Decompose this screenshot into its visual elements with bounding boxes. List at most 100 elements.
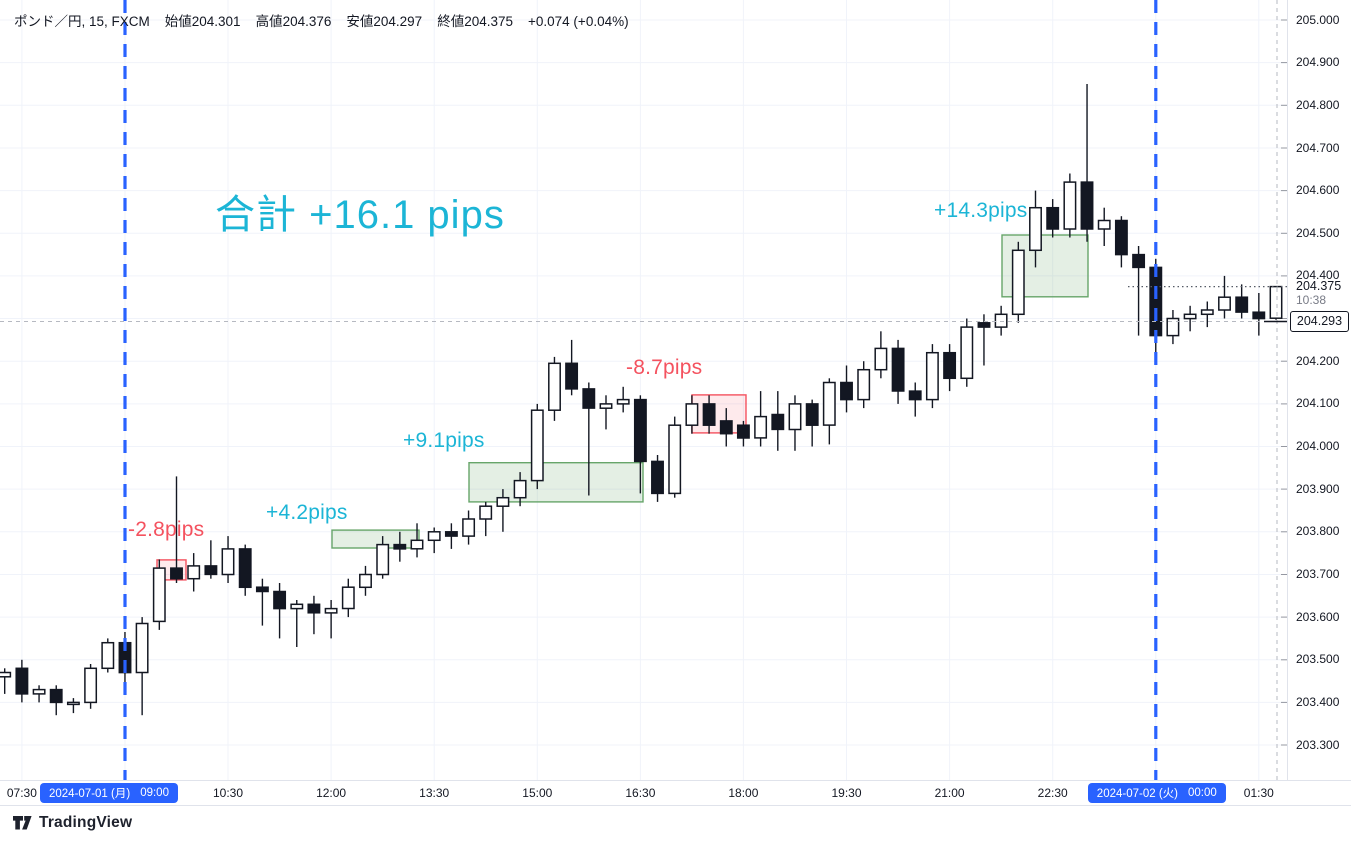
candle-body bbox=[273, 590, 287, 610]
candle-body bbox=[152, 567, 166, 623]
candle-body bbox=[1252, 311, 1266, 320]
price-axis-label: 204.600 bbox=[1296, 183, 1340, 198]
candle-body bbox=[307, 603, 321, 614]
price-axis-label: 203.500 bbox=[1296, 652, 1340, 667]
candle-body bbox=[393, 543, 407, 550]
price-axis-label: 204.700 bbox=[1296, 140, 1340, 155]
candle-body bbox=[204, 565, 218, 576]
candle-body bbox=[1080, 181, 1094, 230]
time-axis-label: 10:30 bbox=[212, 786, 244, 800]
candle-body bbox=[427, 531, 441, 542]
trade-zone-box[interactable] bbox=[468, 462, 644, 503]
candle-body bbox=[359, 573, 372, 589]
badge-time: 09:00 bbox=[140, 787, 169, 799]
ohlc-close: 終値204.375 bbox=[437, 14, 513, 29]
candlestick-canvas bbox=[0, 0, 1287, 780]
time-axis-label: 15:00 bbox=[522, 786, 553, 800]
candle-body bbox=[788, 403, 802, 431]
candle-body bbox=[15, 667, 29, 695]
pips-annotation[interactable]: +9.1pips bbox=[403, 429, 485, 452]
tradingview-logo[interactable]: TradingView bbox=[13, 814, 132, 832]
candle-body bbox=[221, 548, 235, 576]
candle-body bbox=[462, 518, 476, 537]
candle-body bbox=[290, 603, 304, 610]
candle-body bbox=[925, 351, 939, 401]
candle-body bbox=[1269, 285, 1283, 319]
time-axis-label: 16:30 bbox=[625, 786, 656, 800]
candle-body bbox=[651, 460, 664, 495]
close-value: 204.375 bbox=[464, 14, 514, 29]
candle-body bbox=[616, 398, 630, 405]
candle-body bbox=[754, 415, 768, 439]
price-axis-label: 204.100 bbox=[1296, 396, 1340, 411]
price-axis-label: 204.000 bbox=[1296, 439, 1340, 453]
candle-body bbox=[135, 622, 149, 674]
price-axis-label: 204.500 bbox=[1296, 225, 1340, 240]
time-axis-label: 18:00 bbox=[728, 786, 759, 800]
candle-body bbox=[582, 388, 596, 409]
price-axis-label: 204.800 bbox=[1296, 97, 1340, 112]
ohlc-open: 始値204.301 bbox=[165, 14, 241, 29]
badge-time: 00:00 bbox=[1187, 787, 1217, 799]
candle-body bbox=[49, 688, 63, 704]
symbol-title[interactable]: ポンド／円, 15, FXCM bbox=[14, 14, 150, 29]
logo-bar: TradingView bbox=[0, 806, 1351, 843]
pips-annotation[interactable]: -8.7pips bbox=[626, 356, 703, 379]
candle-body bbox=[376, 543, 390, 576]
time-axis-label: 13:30 bbox=[419, 786, 450, 800]
pips-annotation[interactable]: -2.8pips bbox=[128, 518, 205, 541]
candle-body bbox=[1235, 296, 1249, 313]
price-axis[interactable]: 204.375 10:38 204.293 205.000 204.900 204.… bbox=[1287, 0, 1351, 806]
pips-annotation[interactable]: +4.2pips bbox=[266, 501, 348, 524]
candle-body bbox=[805, 403, 819, 426]
trade-zone-box[interactable] bbox=[331, 529, 420, 549]
candle-body bbox=[410, 539, 424, 550]
ohlc-legend: ポンド／円, 15, FXCM 始値204.301 高値204.376 安値204.2… bbox=[14, 10, 629, 30]
candle-body bbox=[719, 420, 733, 435]
candle-body bbox=[771, 413, 785, 431]
ohlc-high: 高値204.376 bbox=[256, 14, 332, 29]
candle-body bbox=[187, 565, 201, 580]
change-value: +0.074 (+0.04%) bbox=[528, 14, 629, 29]
last-price-label: 204.375 bbox=[1296, 278, 1342, 293]
time-axis[interactable]: 2024-07-01 (月) 09:00 2024-07-02 (火) 00:0… bbox=[0, 780, 1351, 806]
badge-date: 2024-07-02 (火) bbox=[1096, 788, 1178, 800]
close-label: 終値 bbox=[437, 14, 465, 29]
high-label: 高値 bbox=[255, 14, 283, 29]
chart-pane[interactable]: ポンド／円, 15, FXCM 始値204.301 高値204.376 安値204.2… bbox=[0, 0, 1287, 780]
candle-body bbox=[513, 479, 527, 499]
candle-body bbox=[324, 607, 338, 614]
price-axis-label: 203.700 bbox=[1296, 567, 1340, 581]
tradingview-logo-text: TradingView bbox=[39, 814, 133, 831]
candle-body bbox=[668, 424, 682, 495]
candle-body bbox=[32, 688, 46, 695]
candle-body bbox=[1097, 219, 1111, 230]
high-value: 204.376 bbox=[282, 14, 332, 29]
price-axis-label: 203.300 bbox=[1296, 737, 1340, 752]
candle-body bbox=[891, 347, 905, 392]
candle-body bbox=[170, 567, 183, 580]
time-axis-label: 12:00 bbox=[316, 786, 347, 800]
ohlc-low: 安値204.297 bbox=[346, 14, 422, 29]
open-label: 始値 bbox=[164, 14, 192, 29]
candle-body bbox=[0, 671, 12, 678]
badge-date: 2024-07-01 (月) bbox=[49, 788, 131, 800]
candle-body bbox=[1183, 313, 1197, 320]
candle-body bbox=[496, 496, 510, 507]
candles bbox=[0, 84, 1283, 716]
pips-annotation[interactable]: +14.3pips bbox=[934, 199, 1028, 222]
candle-body bbox=[840, 381, 853, 401]
candle-body bbox=[857, 368, 871, 401]
candle-body bbox=[685, 403, 699, 426]
candle-body bbox=[341, 586, 355, 610]
candle-body bbox=[255, 586, 269, 593]
price-axis-label: 203.800 bbox=[1296, 524, 1340, 539]
candle-body bbox=[1063, 181, 1077, 230]
time-axis-label: 19:30 bbox=[831, 786, 862, 800]
candle-body bbox=[1149, 266, 1163, 337]
trade-zone-box[interactable] bbox=[691, 394, 747, 434]
candle-body bbox=[1114, 219, 1128, 256]
total-pips-annotation[interactable]: 合計 +16.1 pips bbox=[215, 193, 505, 237]
candle-body bbox=[977, 322, 991, 328]
candle-body bbox=[736, 424, 750, 439]
